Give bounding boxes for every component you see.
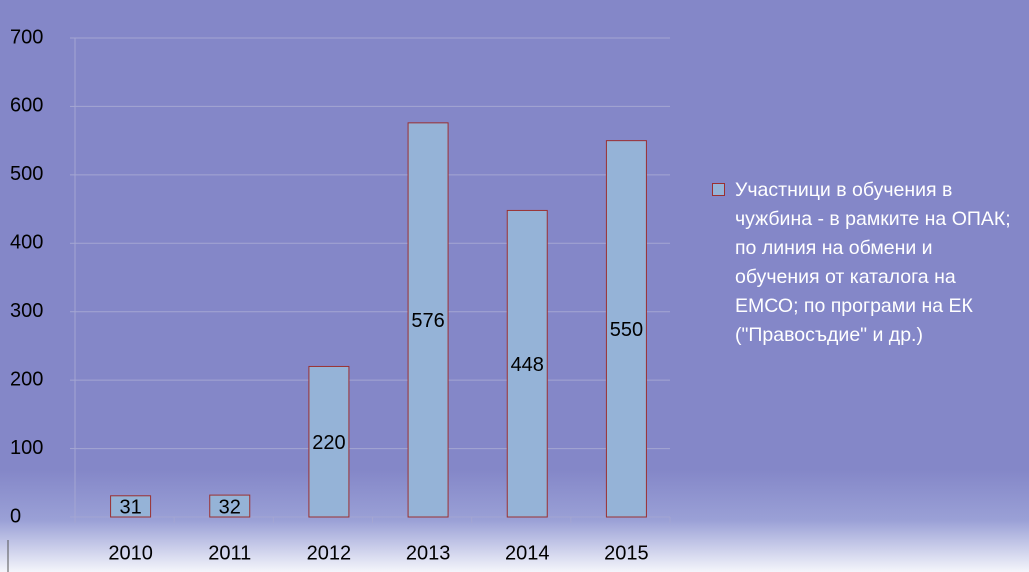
- data-label: 448: [511, 354, 544, 376]
- x-tick-label: 2010: [108, 542, 153, 564]
- bar: [209, 494, 251, 518]
- y-tick-label: 500: [10, 163, 43, 185]
- y-tick-label: 100: [10, 437, 43, 459]
- bar: [110, 495, 152, 518]
- data-label: 31: [119, 497, 141, 519]
- legend-label: Участници в обучения в чужбина - в рамки…: [735, 179, 1011, 346]
- data-label: 550: [610, 319, 643, 341]
- legend-key: [712, 183, 725, 196]
- x-tick-label: 2011: [208, 542, 251, 564]
- x-tick-label: 2015: [604, 542, 649, 564]
- y-tick-label: 200: [10, 368, 43, 390]
- y-tick-label: 600: [10, 95, 43, 117]
- x-tick-label: 2012: [307, 542, 352, 564]
- y-tick-label: 700: [10, 26, 43, 48]
- bar: [605, 140, 647, 518]
- x-tick-label: 2013: [406, 542, 451, 564]
- legend: Участници в обучения в чужбина - в рамки…: [712, 176, 1012, 350]
- y-tick-label: 0: [10, 505, 21, 527]
- y-tick-label: 300: [10, 300, 43, 322]
- bar: [506, 209, 548, 518]
- x-tick-label: 2014: [505, 542, 550, 564]
- y-tick-label: 400: [10, 232, 43, 254]
- data-label: 220: [312, 432, 345, 454]
- bar: [308, 365, 350, 518]
- bar: [407, 122, 449, 518]
- data-label: 576: [411, 310, 444, 332]
- data-label: 32: [219, 496, 241, 518]
